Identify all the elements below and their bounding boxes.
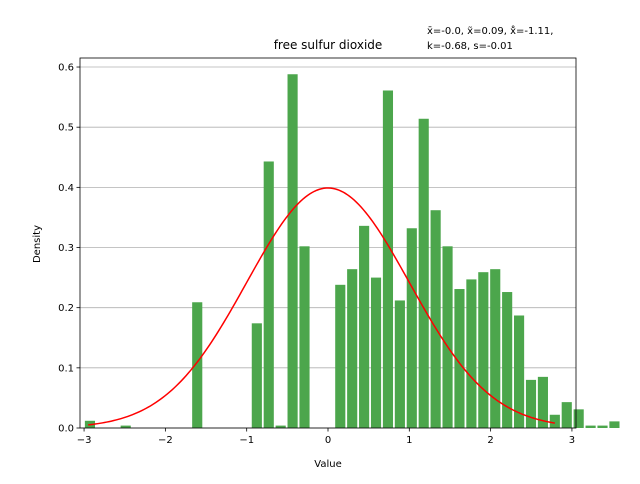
y-tick-label: 0.1	[58, 363, 74, 374]
histogram-bar	[263, 161, 274, 428]
y-tick-label: 0.3	[58, 243, 74, 254]
x-tick-label: −3	[77, 435, 92, 446]
histogram-bar	[299, 246, 310, 428]
y-tick-label: 0.2	[58, 303, 74, 314]
histogram-bar	[418, 118, 429, 429]
x-tick-label: 3	[569, 435, 575, 446]
histogram-bar	[609, 421, 620, 428]
histogram-bar	[454, 289, 465, 428]
histogram-bar	[287, 74, 298, 429]
x-tick-label: −1	[239, 435, 254, 446]
histogram-bar	[514, 315, 525, 428]
histogram-bar	[549, 414, 560, 428]
histogram-bar	[359, 225, 370, 428]
histogram-bar	[537, 376, 548, 428]
histogram-bar	[382, 90, 394, 429]
x-axis-label: Value	[314, 459, 341, 470]
histogram-bar	[561, 402, 572, 428]
histogram-bar	[466, 279, 477, 428]
histogram-bar	[406, 228, 417, 428]
histogram-bar	[573, 409, 584, 428]
histogram-bar	[370, 277, 382, 428]
histogram-bar	[335, 284, 346, 428]
histogram-bar	[394, 300, 405, 428]
y-tick-label: 0.4	[58, 183, 74, 194]
x-tick-label: 2	[487, 435, 493, 446]
histogram-bar	[442, 246, 453, 428]
chart-title: free sulfur dioxide	[274, 38, 383, 52]
y-axis-label: Density	[32, 225, 43, 263]
histogram-bar	[597, 425, 608, 428]
histogram-bars	[84, 74, 620, 429]
histogram-bar	[430, 210, 441, 428]
y-tick-label: 0.6	[58, 63, 74, 74]
stats-annotation-line-1: x̄=-0.0, x̃=0.09, x̊=-1.11,	[427, 25, 553, 37]
x-tick-label: −2	[158, 435, 173, 446]
histogram-bar	[490, 269, 501, 428]
y-tick-label: 0.0	[58, 424, 74, 435]
stats-annotation-line-2: k=-0.68, s=-0.01	[427, 41, 513, 52]
x-axis-ticks: −3 −2 −1 0 1 2 3	[77, 428, 575, 446]
histogram-bar	[275, 425, 286, 428]
normal-pdf-line	[88, 187, 555, 426]
x-tick-label: 1	[406, 435, 412, 446]
y-tick-label: 0.5	[58, 123, 74, 134]
histogram-bar	[585, 425, 596, 428]
y-axis-ticks: 0.0 0.1 0.2 0.3 0.4 0.5 0.6	[58, 63, 80, 435]
histogram-bar	[502, 292, 513, 428]
histogram-bar	[120, 425, 131, 428]
histogram-bar	[192, 302, 203, 428]
histogram-bar	[251, 323, 262, 428]
normal-curve	[88, 187, 555, 426]
histogram-bar	[478, 272, 489, 428]
histogram-bar	[525, 379, 537, 428]
x-tick-label: 0	[325, 435, 331, 446]
histogram-bar	[347, 269, 358, 428]
